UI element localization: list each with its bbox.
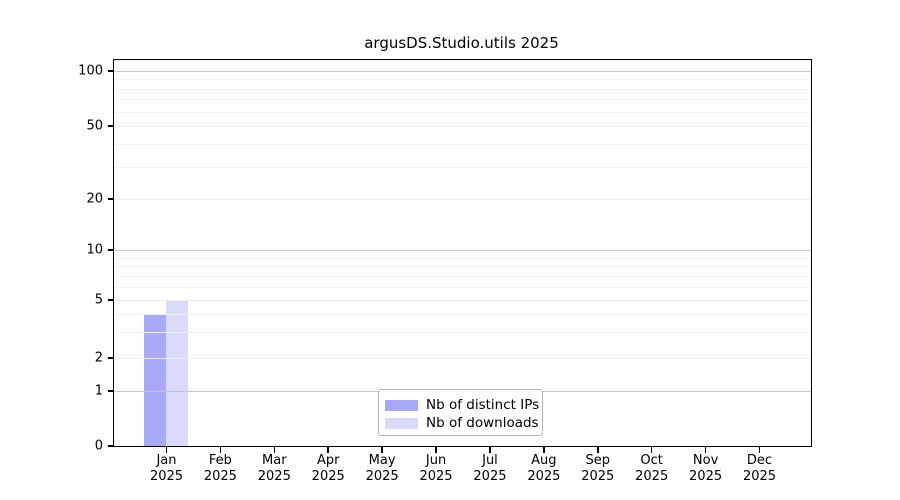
x-axis-tick xyxy=(489,447,491,453)
major-gridline xyxy=(114,358,811,359)
x-axis-tick xyxy=(650,447,653,453)
y-axis-tick xyxy=(108,390,114,392)
minor-gridline xyxy=(114,143,811,145)
y-axis-tick xyxy=(108,125,114,127)
minor-gridline xyxy=(114,275,811,277)
x-axis-tick-label: Jul 2025 xyxy=(473,453,507,484)
x-axis-tick-label: Aug 2025 xyxy=(527,453,561,484)
x-axis-tick xyxy=(219,447,222,453)
plot-area xyxy=(113,59,812,447)
x-axis-tick xyxy=(327,447,329,453)
legend: Nb of distinct IPs Nb of downloads xyxy=(378,389,543,436)
y-axis-tick-label: 20 xyxy=(86,191,103,207)
bar-nb-of-downloads xyxy=(166,300,188,446)
major-gridline xyxy=(114,300,811,301)
minor-gridline xyxy=(114,332,811,334)
major-gridline xyxy=(114,71,811,72)
major-gridline xyxy=(114,250,811,251)
x-axis-tick xyxy=(704,447,707,453)
x-axis-tick-label: Oct 2025 xyxy=(635,453,669,484)
legend-label-distinct-ips: Nb of distinct IPs xyxy=(426,397,540,413)
x-axis-tick xyxy=(758,447,761,453)
y-axis-tick-label: 50 xyxy=(86,118,103,134)
legend-entry-distinct-ips: Nb of distinct IPs xyxy=(385,396,539,414)
y-axis-tick-label: 2 xyxy=(94,350,103,366)
x-axis-tick-label: Jun 2025 xyxy=(419,453,453,484)
chart-title: argusDS.Studio.utils 2025 xyxy=(364,34,559,52)
minor-gridline xyxy=(114,99,811,101)
x-axis-tick-label: Dec 2025 xyxy=(742,453,777,484)
major-gridline xyxy=(114,199,811,200)
x-axis-tick-label: Feb 2025 xyxy=(203,453,237,484)
y-axis-tick-label: 0 xyxy=(94,438,103,454)
minor-gridline xyxy=(114,166,811,168)
x-axis-tick xyxy=(435,447,437,453)
x-axis-tick xyxy=(543,447,545,453)
y-axis-tick xyxy=(108,445,114,447)
x-axis-tick xyxy=(165,447,168,453)
y-axis-tick xyxy=(108,299,114,301)
minor-gridline xyxy=(114,257,811,259)
y-axis-tick-label: 5 xyxy=(94,292,103,308)
x-axis-tick-label: May 2025 xyxy=(365,453,399,484)
x-axis-tick xyxy=(597,447,599,453)
x-axis-tick-label: Nov 2025 xyxy=(689,453,723,484)
x-axis-tick xyxy=(273,447,276,453)
legend-swatch-downloads xyxy=(385,417,418,429)
minor-gridline xyxy=(114,111,811,113)
minor-gridline xyxy=(114,266,811,268)
y-axis-tick-label: 1 xyxy=(94,383,103,399)
y-axis-tick-label: 100 xyxy=(78,63,103,79)
y-axis-tick xyxy=(108,70,114,72)
x-axis-tick-label: Mar 2025 xyxy=(257,453,291,484)
x-axis-tick-label: Apr 2025 xyxy=(311,453,345,484)
y-axis-tick-label: 10 xyxy=(86,242,103,258)
y-axis-tick xyxy=(108,198,114,200)
bar-nb-of-distinct-ips xyxy=(144,314,166,446)
legend-swatch-distinct-ips xyxy=(385,399,418,411)
minor-gridline xyxy=(114,79,811,81)
minor-gridline xyxy=(114,286,811,288)
y-axis-tick xyxy=(108,357,114,359)
x-axis-tick xyxy=(381,447,383,453)
legend-label-downloads: Nb of downloads xyxy=(426,415,539,431)
major-gridline xyxy=(114,126,811,127)
legend-entry-downloads: Nb of downloads xyxy=(385,414,539,432)
x-axis-tick-label: Sep 2025 xyxy=(581,453,615,484)
minor-gridline xyxy=(114,314,811,316)
y-axis-tick xyxy=(108,249,114,251)
minor-gridline xyxy=(114,88,811,90)
x-axis-tick-label: Jan 2025 xyxy=(149,453,184,484)
